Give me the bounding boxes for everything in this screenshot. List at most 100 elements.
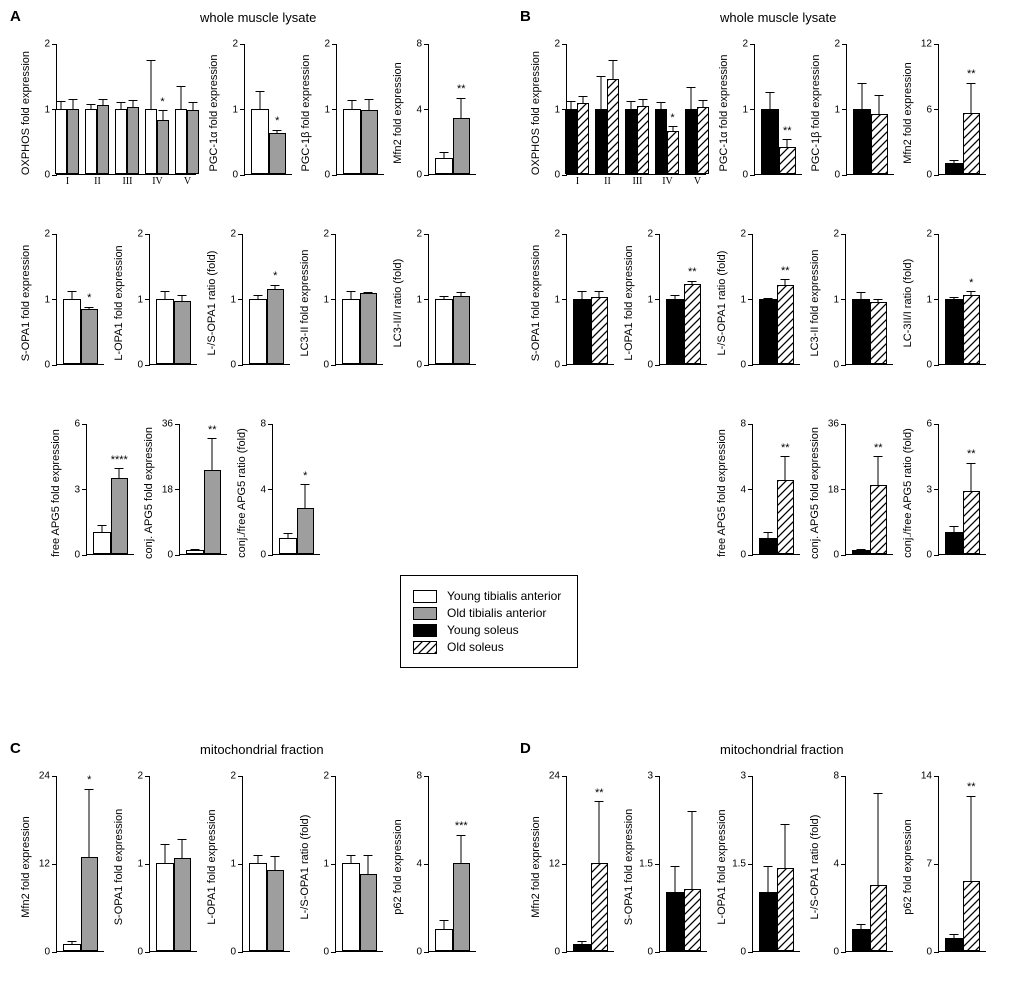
bar xyxy=(637,106,649,174)
ytick-label: 4 xyxy=(833,859,839,870)
plot-area: 048 xyxy=(845,776,893,952)
ytick-label: 1.5 xyxy=(639,859,653,870)
bar xyxy=(759,299,777,365)
ytick-label: 0 xyxy=(834,170,840,181)
section-title: mitochondrial fraction xyxy=(720,742,844,757)
x-category-label: II xyxy=(604,176,611,187)
ytick-label: 0 xyxy=(833,947,839,958)
significance-mark: * xyxy=(275,116,279,127)
bar xyxy=(945,163,963,174)
bar: * xyxy=(963,295,981,364)
bar xyxy=(55,109,67,175)
bar-group xyxy=(175,109,199,175)
ytick-label: 0 xyxy=(324,170,330,181)
bar xyxy=(342,299,360,365)
ytick-label: 0 xyxy=(926,360,932,371)
significance-mark: * xyxy=(273,271,277,282)
y-axis-label: LC3-II fold expression xyxy=(809,249,821,356)
significance-mark: ** xyxy=(457,84,466,95)
bar xyxy=(342,863,360,951)
y-axis-label: LC3-II fold expression xyxy=(299,249,311,356)
ytick-label: 0 xyxy=(416,360,422,371)
bar xyxy=(174,858,192,951)
chart-A_lc3ii: LC3-II fold expression012 xyxy=(309,220,387,385)
bar xyxy=(279,538,297,554)
bar xyxy=(93,532,111,554)
ytick-label: 24 xyxy=(549,771,560,782)
bar xyxy=(573,944,591,951)
bar: * xyxy=(157,120,169,174)
ytick-label: 2 xyxy=(230,229,236,240)
chart-A_oxphos: OXPHOS fold expression012*IIIIIIIVV xyxy=(30,30,200,195)
plot-area: 01836** xyxy=(179,424,227,555)
significance-mark: **** xyxy=(111,455,128,466)
ytick-label: 1 xyxy=(44,294,50,305)
bar xyxy=(595,109,607,175)
bar-group xyxy=(115,107,139,174)
bar xyxy=(759,538,777,554)
significance-mark: ** xyxy=(874,443,883,454)
legend-item: Old soleus xyxy=(413,640,561,654)
figure: ABCDwhole muscle lysatewhole muscle lysa… xyxy=(0,0,1020,995)
ytick-label: 1 xyxy=(324,104,330,115)
chart-B_lsratio: L-/S-OPA1 ratio (fold)012** xyxy=(726,220,804,385)
ytick-label: 1 xyxy=(323,294,329,305)
plot-area: 012 xyxy=(242,776,290,952)
bar xyxy=(870,885,888,951)
bar xyxy=(156,299,174,365)
bar-group xyxy=(55,109,79,175)
bar xyxy=(591,297,609,364)
ytick-label: 0 xyxy=(926,550,932,561)
ytick-label: 0 xyxy=(833,550,839,561)
ytick-label: 1 xyxy=(554,104,560,115)
ytick-label: 0 xyxy=(647,360,653,371)
ytick-label: 4 xyxy=(260,484,266,495)
legend-item: Old tibialis anterior xyxy=(413,606,561,620)
x-category-label: III xyxy=(633,176,643,187)
ytick-label: 8 xyxy=(260,419,266,430)
ytick-label: 2 xyxy=(323,771,329,782)
chart-A_lopa1: L-OPA1 fold expression012 xyxy=(123,220,201,385)
bar xyxy=(945,938,963,951)
ytick-label: 8 xyxy=(416,771,422,782)
bar xyxy=(127,107,139,174)
chart-D_lopa1: L-OPA1 fold expression01.53 xyxy=(726,762,804,972)
significance-mark: ** xyxy=(967,782,976,793)
y-axis-label: S-OPA1 fold expression xyxy=(623,809,635,926)
ytick-label: 0 xyxy=(260,550,266,561)
ytick-label: 2 xyxy=(44,229,50,240)
chart-A_apg5ratio: conj./free APG5 ratio (fold)048* xyxy=(246,410,324,575)
ytick-label: 0 xyxy=(740,360,746,371)
ytick-label: 36 xyxy=(828,419,839,430)
ytick-label: 3 xyxy=(647,771,653,782)
y-axis-label: PGC-1α fold expression xyxy=(718,54,730,171)
significance-mark: * xyxy=(160,97,164,108)
bar: ** xyxy=(963,113,981,174)
ytick-label: 1 xyxy=(834,104,840,115)
legend-item: Young tibialis anterior xyxy=(413,589,561,603)
chart-B_mfn2: Mfn2 fold expression0612** xyxy=(912,30,990,195)
chart-D_p62: p62 fold expression0714** xyxy=(912,762,990,972)
bar: ** xyxy=(204,470,222,554)
x-category-label: IV xyxy=(152,176,163,187)
ytick-label: 0 xyxy=(230,947,236,958)
significance-mark: ** xyxy=(595,788,604,799)
chart-B_apg5ratio: conj./free APG5 ratio (fold)036** xyxy=(912,410,990,575)
x-category-label: III xyxy=(123,176,133,187)
ytick-label: 0 xyxy=(416,170,422,181)
bar xyxy=(777,868,795,951)
chart-B_lopa1: L-OPA1 fold expression012** xyxy=(633,220,711,385)
bar: * xyxy=(269,133,287,174)
ytick-label: 1 xyxy=(554,294,560,305)
ytick-label: 0 xyxy=(74,550,80,561)
bar xyxy=(97,105,109,174)
chart-B_oxphos: OXPHOS fold expression012*IIIIIIIVV xyxy=(540,30,710,195)
ytick-label: 6 xyxy=(926,419,932,430)
chart-B_pgc1a: PGC-1α fold expression012** xyxy=(728,30,806,195)
ytick-label: 36 xyxy=(162,419,173,430)
ytick-label: 1.5 xyxy=(732,859,746,870)
plot-area: 0612** xyxy=(938,44,986,175)
ytick-label: 24 xyxy=(39,771,50,782)
plot-area: 012 xyxy=(336,44,384,175)
bar: ** xyxy=(870,485,888,554)
